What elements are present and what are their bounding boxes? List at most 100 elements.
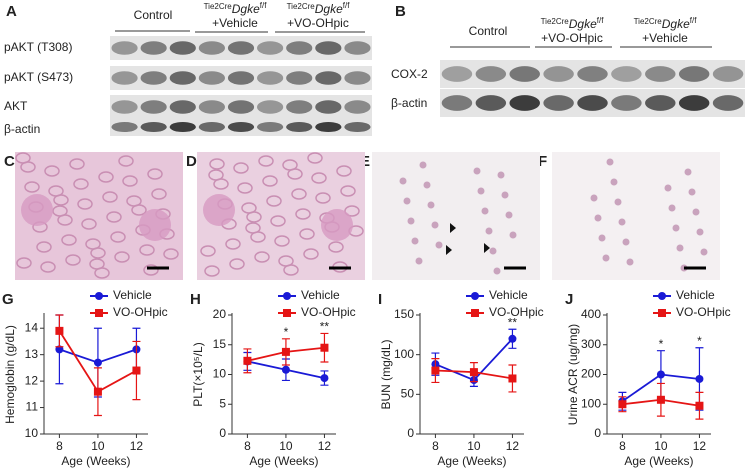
blot-band xyxy=(227,41,255,55)
legend-label: Vehicle xyxy=(113,288,152,302)
blot-band xyxy=(286,41,313,55)
y-axis-label: PLT(×10⁵/L) xyxy=(191,342,205,406)
tissue-cell xyxy=(57,214,73,226)
glomerulus xyxy=(139,209,171,241)
blot-band xyxy=(286,71,313,85)
legend-label: Vehicle xyxy=(676,288,715,302)
blood-cell xyxy=(509,231,517,239)
glomerulus xyxy=(321,209,353,241)
micrograph xyxy=(372,152,540,280)
panel-label: B xyxy=(395,3,406,20)
significance: * xyxy=(659,337,664,351)
x-tick-label: 8 xyxy=(56,439,63,453)
group-label: +Vehicle xyxy=(212,16,258,30)
group-label: Tie2CreDgkef/f xyxy=(204,1,268,16)
group-label: +VO-OHpic xyxy=(287,16,349,30)
tissue-cell xyxy=(299,228,315,240)
marker xyxy=(93,358,102,367)
x-tick-label: 10 xyxy=(467,439,481,453)
x-tick-label: 8 xyxy=(432,439,439,453)
marker xyxy=(281,347,290,356)
blot-band xyxy=(315,71,342,85)
blood-cell xyxy=(610,178,618,186)
blot-band xyxy=(140,121,167,133)
blood-cell xyxy=(481,207,489,215)
blot-band xyxy=(645,66,676,82)
blot-band xyxy=(257,121,284,133)
tissue-cell xyxy=(40,261,56,273)
blood-cell xyxy=(602,254,610,262)
allele: f/f xyxy=(597,16,604,25)
blood-cell xyxy=(614,198,622,206)
tissue-cell xyxy=(36,241,52,253)
micrograph xyxy=(552,152,720,280)
tissue-cell xyxy=(287,168,303,180)
blot-row-label: AKT xyxy=(4,99,28,113)
blot-band xyxy=(645,95,676,111)
blood-cell xyxy=(505,211,513,219)
panel-label: A xyxy=(6,3,17,20)
y-axis-label: Urine ACR (ug/mg) xyxy=(566,324,580,425)
tissue-cell xyxy=(106,211,122,223)
marker xyxy=(55,345,64,354)
significance: ** xyxy=(320,320,330,334)
tissue-cell xyxy=(147,168,163,180)
tissue-cell xyxy=(114,251,130,263)
marker xyxy=(320,374,329,383)
glomerulus xyxy=(203,194,235,226)
blot-band xyxy=(257,100,284,114)
blot-band xyxy=(475,66,507,82)
arrowhead xyxy=(446,245,452,255)
blot-band xyxy=(475,95,507,111)
panel-label: D xyxy=(186,153,197,170)
blood-cell xyxy=(419,161,427,169)
blood-cell xyxy=(590,194,598,202)
legend-marker xyxy=(471,292,479,300)
allele: f/f xyxy=(343,1,350,10)
tissue-cell xyxy=(344,205,360,217)
blood-cell xyxy=(399,177,407,185)
tissue-cell xyxy=(118,155,134,167)
blot-band xyxy=(286,100,313,114)
legend-marker xyxy=(95,309,103,317)
blot-row-label: COX-2 xyxy=(391,67,428,81)
blood-cell xyxy=(618,218,626,226)
allele: f/f xyxy=(690,16,697,25)
blot-band xyxy=(140,71,167,85)
gene: Dgke xyxy=(315,2,343,16)
blot-band xyxy=(543,95,574,111)
blot-band xyxy=(140,41,167,55)
marker xyxy=(508,374,517,383)
y-tick-label: 0 xyxy=(219,426,226,440)
x-tick-label: 12 xyxy=(506,439,520,453)
blood-cell xyxy=(497,171,505,179)
panel-label: F xyxy=(538,153,547,170)
marker xyxy=(243,356,252,365)
gene: Dgke xyxy=(569,17,597,31)
blot-band xyxy=(509,95,540,111)
panel-label: G xyxy=(2,291,14,308)
blot-band xyxy=(344,41,371,55)
tissue-cell xyxy=(110,231,126,243)
x-tick-label: 12 xyxy=(693,439,707,453)
blot-band xyxy=(344,71,371,85)
legend-label: VO-OHpic xyxy=(113,305,168,319)
blood-cell xyxy=(473,167,481,175)
tissue-cell xyxy=(102,191,118,203)
tissue-cell xyxy=(94,267,110,279)
marker xyxy=(281,365,290,374)
blot-band xyxy=(227,121,255,133)
y-tick-label: 0 xyxy=(594,426,601,440)
tissue-cell xyxy=(311,172,327,184)
blot-row-label: β-actin xyxy=(391,96,427,110)
tissue-cell xyxy=(69,158,85,170)
blot-band xyxy=(111,100,138,114)
glomerulus xyxy=(21,194,53,226)
tissue-cell xyxy=(225,238,241,250)
group-label: Control xyxy=(469,24,508,38)
y-tick-label: 11 xyxy=(26,400,39,414)
marker xyxy=(508,334,517,343)
legend-label: VO-OHpic xyxy=(301,305,356,319)
tissue-cell xyxy=(295,208,311,220)
y-tick-label: 0 xyxy=(407,426,414,440)
